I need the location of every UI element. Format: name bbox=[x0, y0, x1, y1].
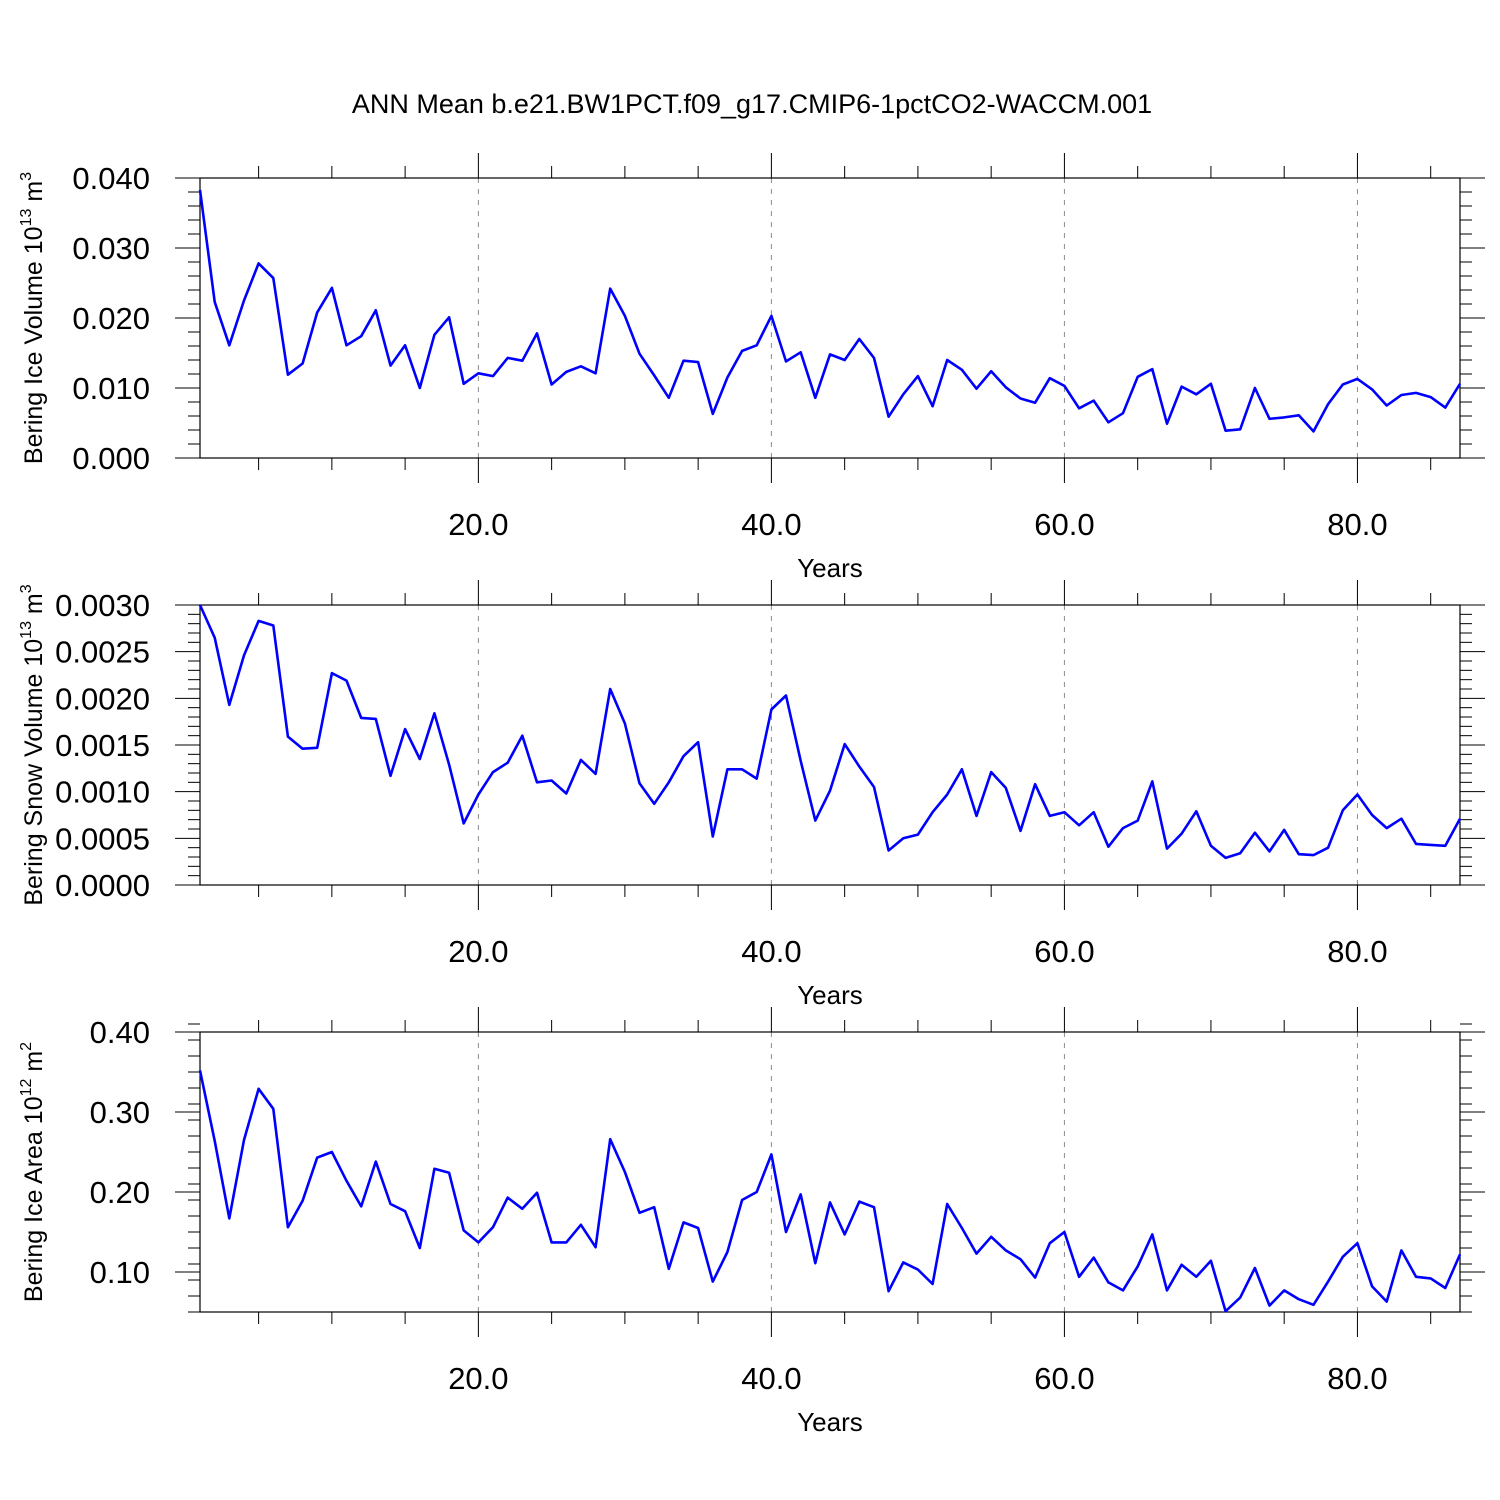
ice-volume-ytick-label: 0.000 bbox=[72, 441, 150, 476]
ice-volume-xtick-label: 20.0 bbox=[448, 507, 508, 542]
ice-area-ylabel-unit: m bbox=[20, 1051, 48, 1079]
ice-volume-ylabel-unit-exponent: 3 bbox=[18, 172, 35, 181]
ice-area-xtick-label: 60.0 bbox=[1034, 1361, 1094, 1396]
ice-volume-series-line bbox=[198, 189, 1462, 433]
snow-volume-xtick-label: 60.0 bbox=[1034, 934, 1094, 969]
snow-volume-ytick-label: 0.0000 bbox=[55, 868, 150, 903]
ice-volume-ytick-label: 0.020 bbox=[72, 301, 150, 336]
ice-area-ytick-label: 0.40 bbox=[90, 1015, 150, 1050]
ice-volume-x-axis-label: Years bbox=[797, 553, 863, 583]
snow-volume-ytick-label: 0.0005 bbox=[55, 821, 150, 856]
figure-title: ANN Mean b.e21.BW1PCT.f09_g17.CMIP6-1pct… bbox=[352, 89, 1152, 119]
ice-volume-y-axis-label: Bering Ice Volume 1013 m3 bbox=[18, 172, 48, 464]
ice-area-x-axis-label: Years bbox=[797, 1407, 863, 1437]
snow-volume-ylabel-unit: m bbox=[20, 593, 48, 621]
ice-area-plot-frame bbox=[199, 1031, 1461, 1313]
panel-ice-area: 20.0 40.0 60.0 80.0 Years 0.10 0.20 0.30 0.40 Ber… bbox=[18, 1007, 1485, 1437]
ice-area-ylabel-text: Bering Ice Area 10 bbox=[20, 1096, 48, 1302]
snow-volume-y-axis-label: Bering Snow Volume 1013 m3 bbox=[18, 584, 48, 905]
ice-area-ytick-label: 0.20 bbox=[90, 1175, 150, 1210]
snow-volume-ylabel-text: Bering Snow Volume 10 bbox=[20, 639, 48, 906]
snow-volume-ytick-label: 0.0030 bbox=[55, 588, 150, 623]
ice-volume-ticks bbox=[175, 153, 1485, 483]
snow-volume-xtick-label: 40.0 bbox=[741, 934, 801, 969]
snow-volume-ytick-label: 0.0010 bbox=[55, 775, 150, 810]
ice-volume-xtick-label: 80.0 bbox=[1327, 507, 1387, 542]
snow-volume-ytick-label: 0.0015 bbox=[55, 728, 150, 763]
ice-area-ytick-label: 0.10 bbox=[90, 1255, 150, 1290]
snow-volume-x-axis-label: Years bbox=[797, 980, 863, 1010]
ice-area-y-axis-label: Bering Ice Area 1012 m2 bbox=[18, 1042, 48, 1302]
ice-area-ytick-label: 0.30 bbox=[90, 1095, 150, 1130]
ice-area-ticks bbox=[175, 1007, 1485, 1337]
ice-area-xtick-label: 80.0 bbox=[1327, 1361, 1387, 1396]
snow-volume-ylabel-exponent: 13 bbox=[18, 621, 35, 639]
ice-volume-xtick-label: 60.0 bbox=[1034, 507, 1094, 542]
ice-area-xtick-label: 20.0 bbox=[448, 1361, 508, 1396]
snow-volume-ylabel-unit-exponent: 3 bbox=[18, 584, 35, 593]
snow-volume-series-line bbox=[198, 604, 1462, 860]
ice-volume-xtick-label: 40.0 bbox=[741, 507, 801, 542]
ice-area-ylabel-unit-exponent: 2 bbox=[18, 1042, 35, 1051]
ice-area-series-line bbox=[198, 1070, 1462, 1313]
ice-volume-ytick-label: 0.040 bbox=[72, 161, 150, 196]
snow-volume-ytick-label: 0.0025 bbox=[55, 635, 150, 670]
ice-volume-ylabel-text: Bering Ice Volume 10 bbox=[20, 226, 48, 464]
ice-area-xtick-label: 40.0 bbox=[741, 1361, 801, 1396]
snow-volume-xtick-label: 20.0 bbox=[448, 934, 508, 969]
panel-ice-volume: 20.0 40.0 60.0 80.0 Years 0.000 0.010 0.020 0.03… bbox=[18, 153, 1485, 583]
ice-volume-ytick-label: 0.030 bbox=[72, 231, 150, 266]
snow-volume-ticks bbox=[175, 580, 1485, 910]
snow-volume-plot-frame bbox=[199, 604, 1461, 886]
ice-volume-ylabel-unit: m bbox=[20, 181, 48, 209]
panel-snow-volume: 20.0 40.0 60.0 80.0 Years 0.0000 0.0005 0.0010 0… bbox=[18, 580, 1485, 1010]
ice-area-ylabel-exponent: 12 bbox=[18, 1078, 35, 1096]
snow-volume-ytick-label: 0.0020 bbox=[55, 681, 150, 716]
ice-volume-ytick-label: 0.010 bbox=[72, 371, 150, 406]
snow-volume-xtick-label: 80.0 bbox=[1327, 934, 1387, 969]
ice-volume-ylabel-exponent: 13 bbox=[18, 209, 35, 227]
ice-volume-plot-frame bbox=[199, 177, 1461, 459]
